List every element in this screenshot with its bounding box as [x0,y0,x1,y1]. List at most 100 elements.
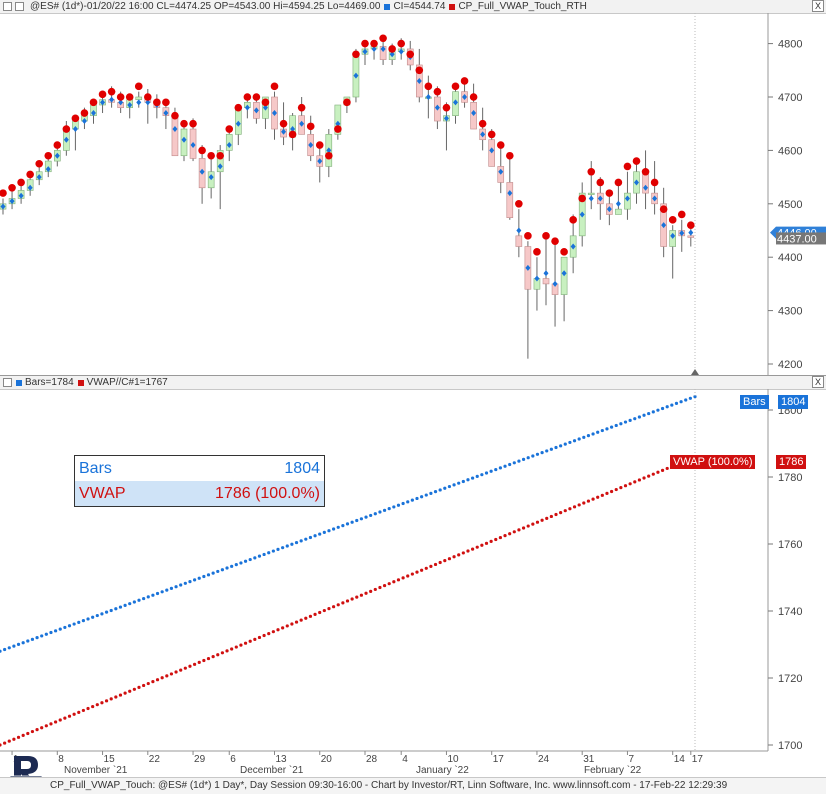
bars-line-dot [308,535,313,540]
bars-line-dot [137,598,141,602]
vwap-line-dot [169,672,174,676]
vwap-line-dot [633,480,637,484]
vwap-touch-dot [134,82,143,91]
bars-line-dot [369,513,373,518]
candle-body [587,192,595,195]
vwap-line-dot [21,733,25,737]
vwap-line-dot [359,593,363,597]
indicator-pane-toggle-box[interactable] [3,378,12,387]
vwap-line-dot [410,572,414,576]
vwap-diamond-marker [9,198,15,205]
vwap-line-dot [341,601,345,605]
vwap-line-dot [234,645,238,649]
vwap-line-dot [54,720,58,724]
bars-line-dot [271,549,275,553]
vwap-diamond-marker [652,195,658,202]
vwap-line-dot [58,718,62,722]
vwap-touch-dot [198,146,206,155]
legend-row-vwap: VWAP 1786 (100.0%) [75,481,324,506]
vwap-line-dot [318,610,322,615]
vwap-diamond-marker [244,104,250,111]
vwap-touch-dot [659,205,668,213]
vwap-diamond-marker [561,270,567,277]
vwap-line-dot [628,482,632,486]
bars-line-dot [359,517,363,521]
vwap-touch-dot [587,167,596,176]
bars-line-dot [591,432,595,436]
vwap-line-dot [12,737,16,741]
vwap-diamond-marker [172,126,178,133]
vwap-diamond-marker [317,158,323,165]
bars-line-dot [637,415,642,419]
vwap-touch-dot [62,125,71,133]
vwap-line-dot [211,655,215,659]
bars-line-dot [512,461,516,465]
vwap-line-dot [304,616,308,620]
price-chart[interactable]: 48004700460045004400430042004446.004437.… [0,13,826,375]
bars-line-dot [0,649,2,653]
bars-line-dot [628,418,632,422]
date-tick-label: 20 [321,754,333,765]
vwap-line-dot [447,557,452,561]
vwap-touch-dot [334,125,342,133]
vwap-touch-dot [460,77,469,85]
bars-line-dot [554,445,558,450]
legend-vwap-value: 1786 (100.0%) [215,485,320,502]
bars-line-dot [424,493,428,497]
bars-line-dot [21,641,25,645]
bars-line-dot [568,440,572,445]
vwap-line-dot [586,499,591,503]
price-tick-label: 4500 [778,199,802,211]
ci-color-swatch [384,3,391,10]
vwap-line-dot [118,693,123,697]
bars-line-dot [183,581,187,585]
bars-line-dot [304,537,308,541]
vwap-line-dot [49,722,53,726]
symbol-info: @ES# (1d*)-01/20/22 16:00 CL=4474.25 OP=… [30,1,381,12]
vwap-line-dot [614,487,618,492]
vwap-line-dot [299,618,303,622]
bars-line-dot [475,474,479,478]
vwap-diamond-marker [588,195,594,202]
vwap-touch-dot [89,98,98,107]
bars-line-dot [332,527,336,531]
bars-line-dot [322,530,326,534]
vwap-touch-dot [424,82,433,91]
vwap-diamond-marker [570,243,576,250]
vwap-line-dot [406,574,410,578]
vwap-line-dot [271,630,275,634]
vwap-line-dot [535,520,540,524]
vwap-touch-dot [180,119,188,128]
bars-line-dot [559,444,563,448]
candle-body [542,278,550,285]
close-pane-button[interactable]: X [812,0,824,12]
vwap-line-dot [610,489,614,494]
pane-toggle-box-2[interactable] [15,2,24,11]
vwap-line-dot [308,614,313,618]
vwap-diamond-marker [181,136,187,143]
bars-line-dot [77,620,81,624]
bars-line-dot [665,405,669,409]
vwap-diamond-marker [253,107,259,114]
pane-toggle-box[interactable] [3,2,12,11]
bars-line-dot [318,532,322,536]
vwap-line-dot [438,560,442,565]
vwap-diamond-marker [634,179,639,186]
bars-line-dot [535,452,540,456]
vwap-line-dot [220,651,224,655]
bars-line-dot [174,585,178,589]
vwap-touch-dot [578,194,586,203]
bars-line-dot [429,491,433,495]
bars-line-dot [415,496,419,501]
vwap-touch-dot [189,119,197,128]
vwap-line-dot [660,468,665,472]
vwap-line-dot [0,743,2,747]
bars-line-dot [155,591,160,596]
vwap-line-dot [202,658,206,663]
bars-line-dot [549,447,553,451]
vwap-line-dot [77,710,81,714]
close-indicator-pane-button[interactable]: X [812,376,824,388]
indicator-chart[interactable]: 1800178017601740172017001815222961320284… [0,389,826,777]
vwap-line-dot [350,597,354,601]
vwap-touch-dot [17,178,25,187]
